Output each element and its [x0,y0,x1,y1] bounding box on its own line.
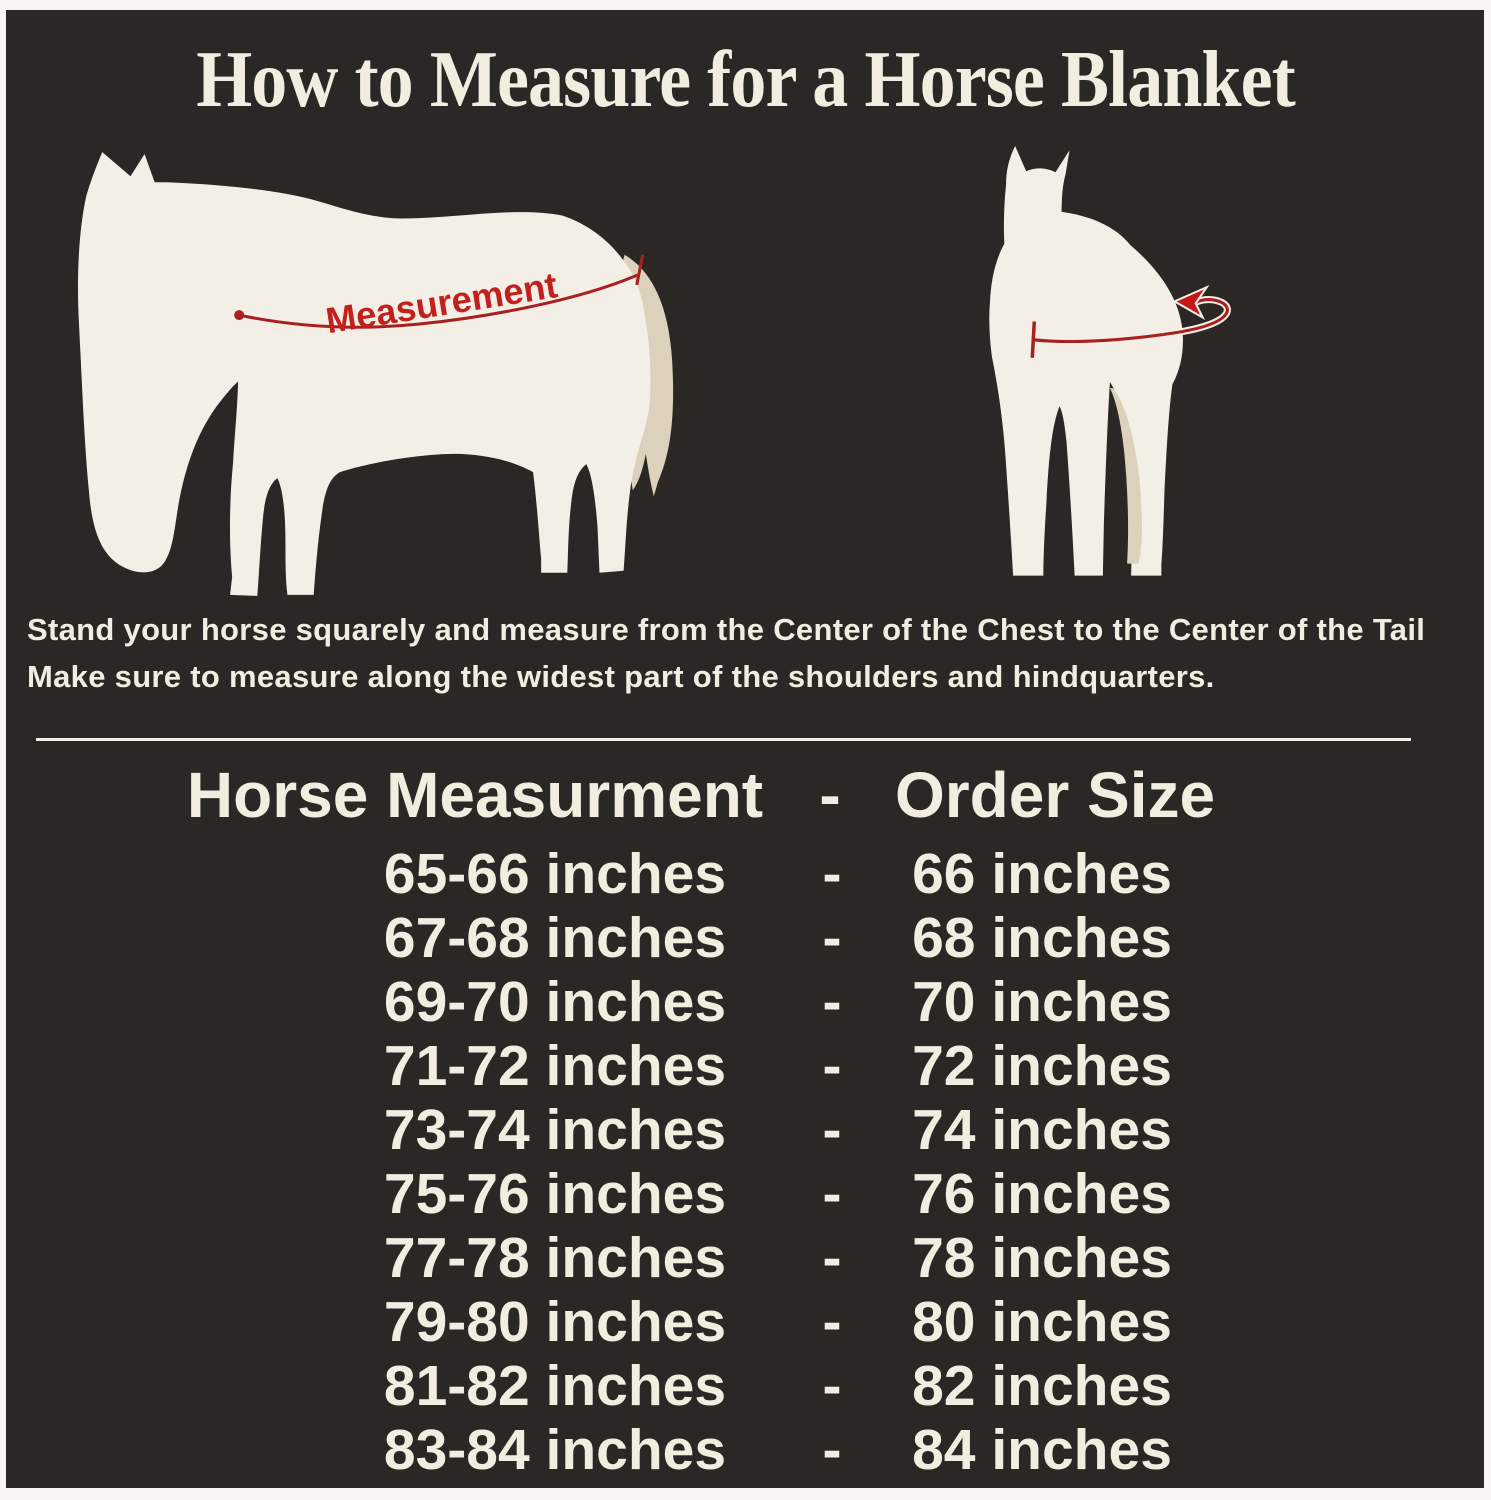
table-row: 81-82 inches - 82 inches [323,1354,1207,1418]
table-row: 73-74 inches - 74 inches [323,1098,1207,1162]
measurement-curve [238,273,639,329]
separator-cell: - [822,1418,842,1482]
measurement-line-side [234,254,645,329]
header-separator: - [819,759,841,831]
size-table-header: Horse Measurment - Order Size [165,757,1235,833]
instruction-line-2: Make sure to measure along the widest pa… [27,659,1215,694]
table-row: 69-70 inches - 70 inches [323,970,1207,1034]
horse-front-illustration [989,146,1231,576]
separator-cell: - [822,1354,842,1418]
measurement-cell: 75-76 inches [383,1162,727,1226]
order-size-cell: 72 inches [912,1034,1172,1098]
separator-cell: - [822,906,842,970]
order-size-cell: 70 inches [912,970,1172,1034]
measurement-cell: 77-78 inches [383,1226,727,1290]
table-row: 83-84 inches - 84 inches [323,1418,1207,1482]
size-table-rows: 65-66 inches - 66 inches 67-68 inches - … [323,842,1207,1482]
table-row: 77-78 inches - 78 inches [323,1226,1207,1290]
measurement-cell: 71-72 inches [383,1034,727,1098]
order-size-cell: 68 inches [912,906,1172,970]
measurement-cell: 65-66 inches [383,842,727,906]
measurement-cell: 81-82 inches [383,1354,727,1418]
separator-cell: - [822,1034,842,1098]
order-size-cell: 82 inches [912,1354,1172,1418]
horse-side-illustration: Measurement [77,152,674,596]
table-row: 65-66 inches - 66 inches [323,842,1207,906]
page-title: How to Measure for a Horse Blanket [196,36,1295,124]
measurement-cell: 67-68 inches [383,906,727,970]
separator-cell: - [822,970,842,1034]
horse-front-head [1003,146,1070,306]
order-size-cell: 66 inches [912,842,1172,906]
order-size-cell: 78 inches [912,1226,1172,1290]
header-order-size: Order Size [894,759,1216,831]
separator-cell: - [822,1098,842,1162]
measurement-cell: 83-84 inches [383,1418,727,1482]
table-row: 67-68 inches - 68 inches [323,906,1207,970]
girth-loop [1162,298,1229,337]
separator-cell: - [822,1226,842,1290]
measurement-cell: 73-74 inches [383,1098,727,1162]
instructions: Stand your horse squarely and measure fr… [27,606,1477,700]
table-row: 79-80 inches - 80 inches [323,1290,1207,1354]
divider [36,738,1411,741]
order-size-cell: 74 inches [912,1098,1172,1162]
measurement-line-front [1030,284,1231,358]
order-size-cell: 76 inches [912,1162,1172,1226]
table-row: 75-76 inches - 76 inches [323,1162,1207,1226]
separator-cell: - [822,1290,842,1354]
order-size-cell: 80 inches [912,1290,1172,1354]
separator-cell: - [822,1162,842,1226]
measurement-cell: 69-70 inches [383,970,727,1034]
arrow-icon [1172,284,1210,321]
horse-side-body [77,152,651,596]
measurement-cell: 79-80 inches [383,1290,727,1354]
order-size-cell: 84 inches [912,1418,1172,1482]
girth-line [1033,333,1163,344]
table-row: 71-72 inches - 72 inches [323,1034,1207,1098]
header-measurement: Horse Measurment [186,759,764,831]
measurement-end-tick [635,254,645,286]
instruction-line-1: Stand your horse squarely and measure fr… [27,612,1426,647]
separator-cell: - [822,842,842,906]
horse-front-leg-shading [1109,388,1142,564]
